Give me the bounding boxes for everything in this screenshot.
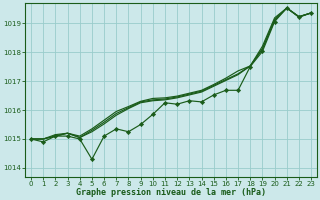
X-axis label: Graphe pression niveau de la mer (hPa): Graphe pression niveau de la mer (hPa): [76, 188, 266, 197]
